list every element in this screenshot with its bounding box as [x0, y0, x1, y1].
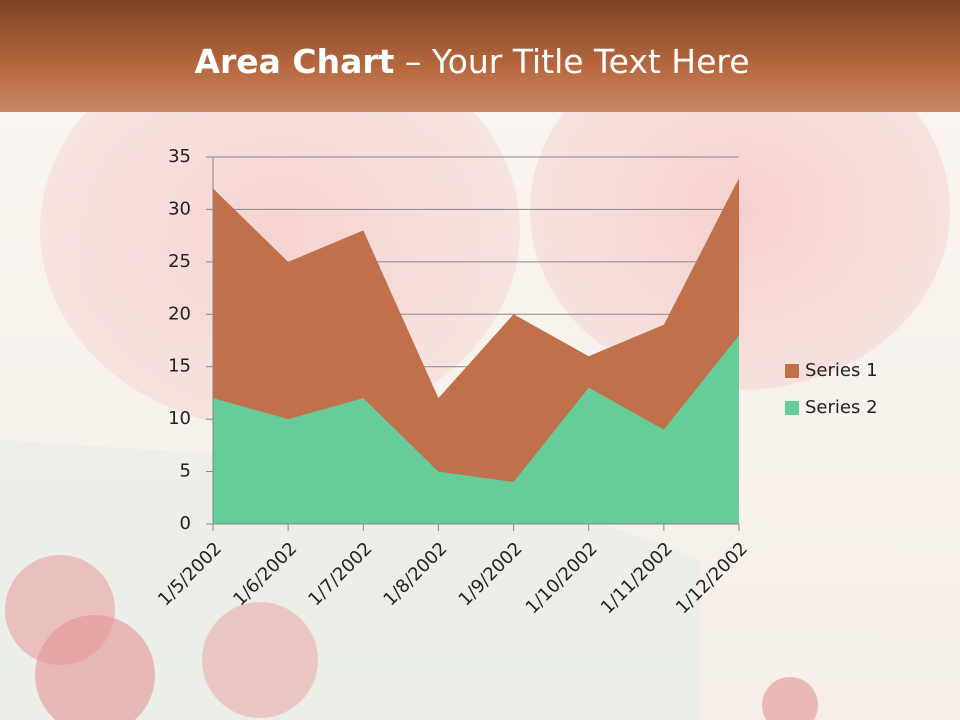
- y-tick-label: 20: [168, 303, 191, 324]
- berry-decoration: [35, 615, 155, 720]
- title-rest: – Your Title Text Here: [394, 42, 749, 81]
- y-tick-label: 30: [168, 198, 191, 219]
- area: [213, 335, 739, 524]
- legend-swatch: [785, 364, 799, 378]
- header-band: [0, 0, 960, 112]
- legend-label: Series 1: [805, 360, 878, 381]
- y-tick-label: 5: [180, 461, 191, 482]
- y-tick-label: 25: [168, 251, 191, 272]
- slide-title: Area Chart – Your Title Text Here: [194, 42, 749, 81]
- legend-swatch: [785, 401, 799, 415]
- glass-decoration: [530, 30, 950, 390]
- title-bold: Area Chart: [194, 42, 394, 81]
- y-tick-label: 0: [180, 513, 191, 534]
- y-tick-label: 15: [168, 356, 191, 377]
- legend-label: Series 2: [805, 397, 878, 418]
- y-tick-label: 10: [168, 408, 191, 429]
- berry-decoration: [202, 602, 318, 718]
- berry-decoration: [762, 677, 818, 720]
- y-tick-label: 35: [168, 146, 191, 167]
